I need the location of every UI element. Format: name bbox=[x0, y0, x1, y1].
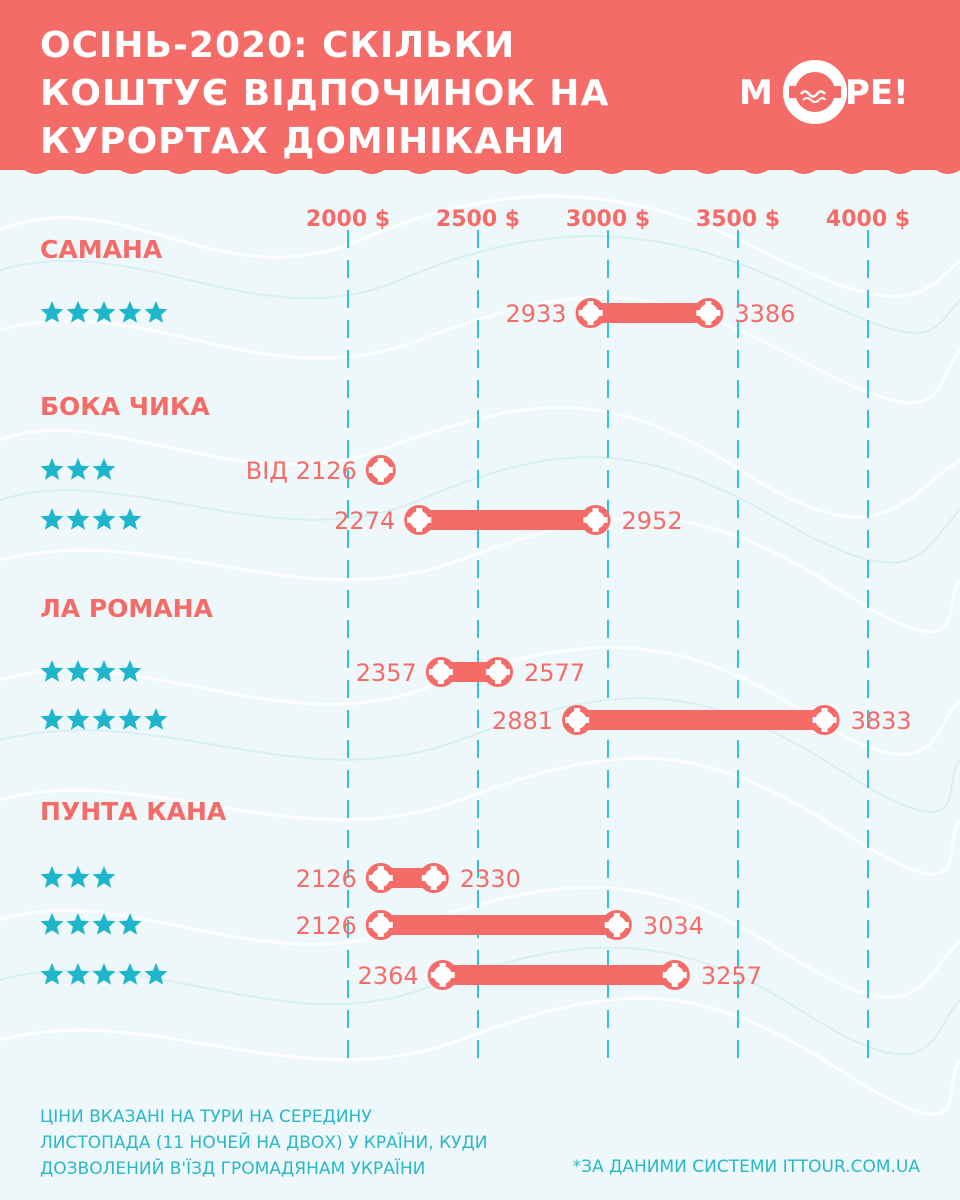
star-icon bbox=[118, 508, 142, 530]
range-endpoint-notches bbox=[368, 458, 393, 482]
x-tick-label: 3500 $ bbox=[696, 207, 780, 232]
star-icon bbox=[144, 708, 168, 730]
footnote-line: ЦІНИ ВКАЗАНІ НА ТУРИ НА СЕРЕДИНУ bbox=[40, 1107, 372, 1127]
price-range-bar bbox=[419, 510, 596, 530]
page-title: ОСІНЬ-2020: СКІЛЬКИ КОШТУЄ ВІДПОЧИНОК НА… bbox=[40, 22, 680, 166]
star-icon bbox=[118, 963, 142, 985]
lifebuoy-icon bbox=[783, 60, 847, 124]
star-icon bbox=[66, 708, 90, 730]
star-icon bbox=[40, 508, 64, 530]
title-line: КУРОРТАХ ДОМІНІКАНИ bbox=[40, 121, 566, 162]
range-endpoint-notches bbox=[428, 660, 453, 684]
resort-name: ПУНТА КАНА bbox=[40, 797, 227, 826]
star-icon bbox=[92, 866, 116, 888]
star-icon bbox=[92, 301, 116, 323]
star-icon bbox=[92, 660, 116, 682]
star-icon bbox=[144, 301, 168, 323]
star-icon bbox=[92, 963, 116, 985]
x-tick-label: 2000 $ bbox=[306, 207, 390, 232]
star-icon bbox=[40, 913, 64, 935]
range-endpoint-notches bbox=[578, 301, 603, 325]
max-price-label: 2330 bbox=[460, 865, 521, 893]
star-icon bbox=[66, 301, 90, 323]
star-icon bbox=[40, 963, 64, 985]
min-price-label: ВІД 2126 bbox=[246, 457, 357, 485]
min-price-label: 2126 bbox=[296, 865, 357, 893]
header-banner bbox=[0, 0, 960, 170]
title-line: ОСІНЬ-2020: СКІЛЬКИ bbox=[40, 25, 516, 66]
star-icon bbox=[40, 708, 64, 730]
range-endpoint-notches bbox=[604, 913, 629, 937]
resort-name: САМАНА bbox=[40, 235, 163, 264]
footnote-line: ДОЗВОЛЕНИЙ В'ЇЗД ГРОМАДЯНАМ УКРАЇНИ bbox=[40, 1159, 426, 1179]
star-icon bbox=[118, 301, 142, 323]
star-icon bbox=[40, 866, 64, 888]
min-price-label: 2881 bbox=[492, 707, 553, 735]
star-icon bbox=[118, 660, 142, 682]
min-price-label: 2357 bbox=[356, 659, 417, 687]
range-endpoint-notches bbox=[696, 301, 721, 325]
resort-name: ЛА РОМАНА bbox=[40, 594, 214, 623]
max-price-label: 3257 bbox=[701, 962, 762, 990]
range-endpoint-notches bbox=[486, 660, 511, 684]
star-icon bbox=[92, 458, 116, 480]
footnote: ЦІНИ ВКАЗАНІ НА ТУРИ НА СЕРЕДИНУ ЛИСТОПА… bbox=[40, 1104, 560, 1182]
star-icon bbox=[92, 508, 116, 530]
range-endpoint-notches bbox=[662, 963, 687, 987]
logo-text-left: М bbox=[739, 73, 773, 113]
range-endpoint-notches bbox=[368, 866, 393, 890]
range-endpoint-notches bbox=[421, 866, 446, 890]
x-tick-label: 2500 $ bbox=[436, 207, 520, 232]
x-tick-label: 4000 $ bbox=[826, 207, 910, 232]
data-source: *ЗА ДАНИМИ СИСТЕМИ ITTOUR.COM.UA bbox=[572, 1157, 920, 1177]
price-range-bar bbox=[440, 662, 499, 682]
logo: М РЕ! bbox=[739, 60, 909, 124]
range-endpoint-notches bbox=[430, 963, 455, 987]
min-price-label: 2274 bbox=[334, 507, 395, 535]
range-chart: 2000 $ 2500 $ 3000 $ 3500 $ 4000 $ САМАНА 3386… bbox=[40, 207, 912, 1070]
star-icon bbox=[118, 708, 142, 730]
range-endpoint-notches bbox=[812, 708, 837, 732]
range-endpoint-notches bbox=[368, 913, 393, 937]
min-price-label: 2933 bbox=[506, 300, 567, 328]
star-icon bbox=[40, 458, 64, 480]
star-icon bbox=[66, 866, 90, 888]
star-icon bbox=[66, 963, 90, 985]
star-icon bbox=[92, 913, 116, 935]
star-icon bbox=[66, 508, 90, 530]
max-price-label: 3034 bbox=[643, 912, 704, 940]
resort-name: БОКА ЧИКА bbox=[40, 392, 210, 421]
range-endpoint-notches bbox=[565, 708, 590, 732]
price-range-bar bbox=[577, 710, 825, 730]
star-icon bbox=[144, 963, 168, 985]
max-price-label: 3386 bbox=[734, 300, 795, 328]
max-price-label: 2952 bbox=[622, 507, 683, 535]
price-range-bar bbox=[442, 965, 675, 985]
star-icon bbox=[66, 913, 90, 935]
range-endpoint-notches bbox=[407, 508, 432, 532]
min-price-label: 2364 bbox=[358, 962, 419, 990]
price-range-bar bbox=[590, 303, 709, 323]
star-icon bbox=[40, 660, 64, 682]
star-icon bbox=[66, 458, 90, 480]
x-tick-label: 3000 $ bbox=[566, 207, 650, 232]
star-icon bbox=[40, 301, 64, 323]
star-icon bbox=[92, 708, 116, 730]
star-icon bbox=[118, 913, 142, 935]
title-line: КОШТУЄ ВІДПОЧИНОК НА bbox=[40, 73, 610, 114]
range-endpoint-notches bbox=[583, 508, 608, 532]
max-price-label: 3833 bbox=[851, 707, 912, 735]
footnote-line: ЛИСТОПАДА (11 НОЧЕЙ НА ДВОХ) У КРАЇНИ, К… bbox=[40, 1133, 488, 1153]
price-range-bar bbox=[380, 915, 617, 935]
header-wavy-edge bbox=[0, 150, 960, 174]
min-price-label: 2126 bbox=[296, 912, 357, 940]
max-price-label: 2577 bbox=[524, 659, 585, 687]
logo-text-right: РЕ! bbox=[845, 73, 909, 113]
star-icon bbox=[66, 660, 90, 682]
